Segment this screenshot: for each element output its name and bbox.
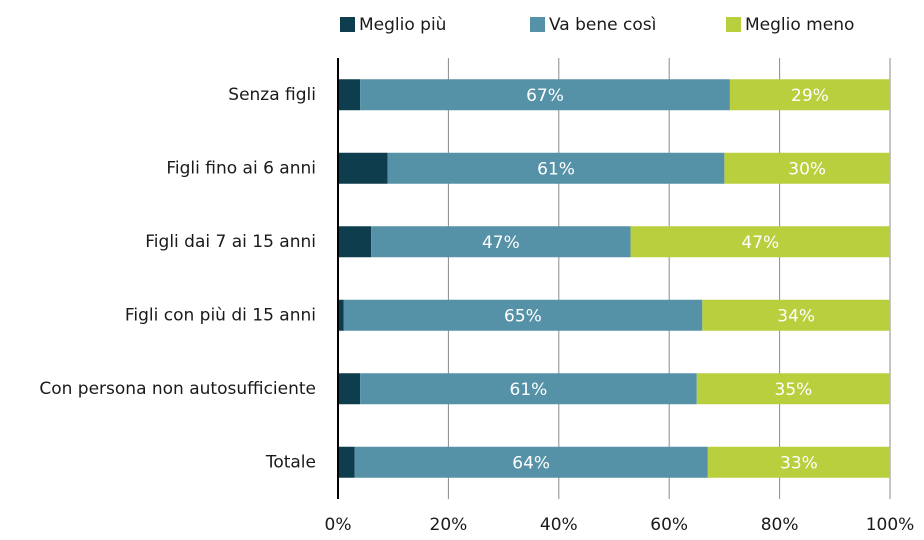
bar-segment	[338, 446, 355, 478]
y-tick-label: Senza figli	[228, 85, 316, 105]
bar-segment	[630, 226, 890, 258]
bar-segment	[360, 79, 730, 111]
value-label: 33%	[780, 453, 818, 473]
value-label: 64%	[512, 453, 550, 473]
value-label: 61%	[510, 380, 548, 400]
x-tick-label: 60%	[650, 515, 688, 535]
y-tick-label: Figli fino ai 6 anni	[166, 158, 316, 178]
bar-segment	[338, 79, 361, 111]
value-label: 29%	[791, 86, 829, 106]
bar-segment	[702, 299, 890, 331]
bar-segment	[338, 373, 361, 405]
legend-swatch	[726, 17, 741, 32]
x-tick-label: 0%	[325, 515, 352, 535]
legend-label: Va bene così	[549, 15, 656, 35]
x-tick-label: 80%	[761, 515, 799, 535]
bar-segment	[343, 299, 703, 331]
legend-label: Meglio più	[359, 15, 446, 35]
bar-segment	[387, 152, 725, 184]
bar-segment	[729, 79, 890, 111]
x-tick-label: 20%	[430, 515, 468, 535]
bar-segment	[338, 226, 372, 258]
value-label: 47%	[482, 233, 520, 253]
y-tick-label: Con persona non autosufficiente	[39, 379, 316, 399]
bar-segment	[338, 299, 344, 331]
y-tick-label: Totale	[265, 452, 316, 472]
bar-segment	[696, 373, 890, 405]
bar-segment	[354, 446, 708, 478]
value-label: 65%	[504, 306, 542, 326]
value-label: 30%	[788, 159, 826, 179]
legend-label: Meglio meno	[745, 15, 854, 35]
bar-segment	[338, 152, 388, 184]
y-tick-label: Figli con più di 15 anni	[125, 305, 316, 325]
y-tick-label: Figli dai 7 ai 15 anni	[145, 232, 316, 252]
value-label: 34%	[777, 306, 815, 326]
x-tick-label: 100%	[866, 515, 915, 535]
value-label: 67%	[526, 86, 564, 106]
bar-segment	[724, 152, 890, 184]
x-tick-label: 40%	[540, 515, 578, 535]
legend-swatch	[340, 17, 355, 32]
bar-segment	[371, 226, 631, 258]
legend-swatch	[530, 17, 545, 32]
bar-segment	[707, 446, 890, 478]
bar-segment	[360, 373, 697, 405]
value-label: 61%	[537, 159, 575, 179]
value-label: 35%	[775, 380, 813, 400]
value-label: 47%	[741, 233, 779, 253]
